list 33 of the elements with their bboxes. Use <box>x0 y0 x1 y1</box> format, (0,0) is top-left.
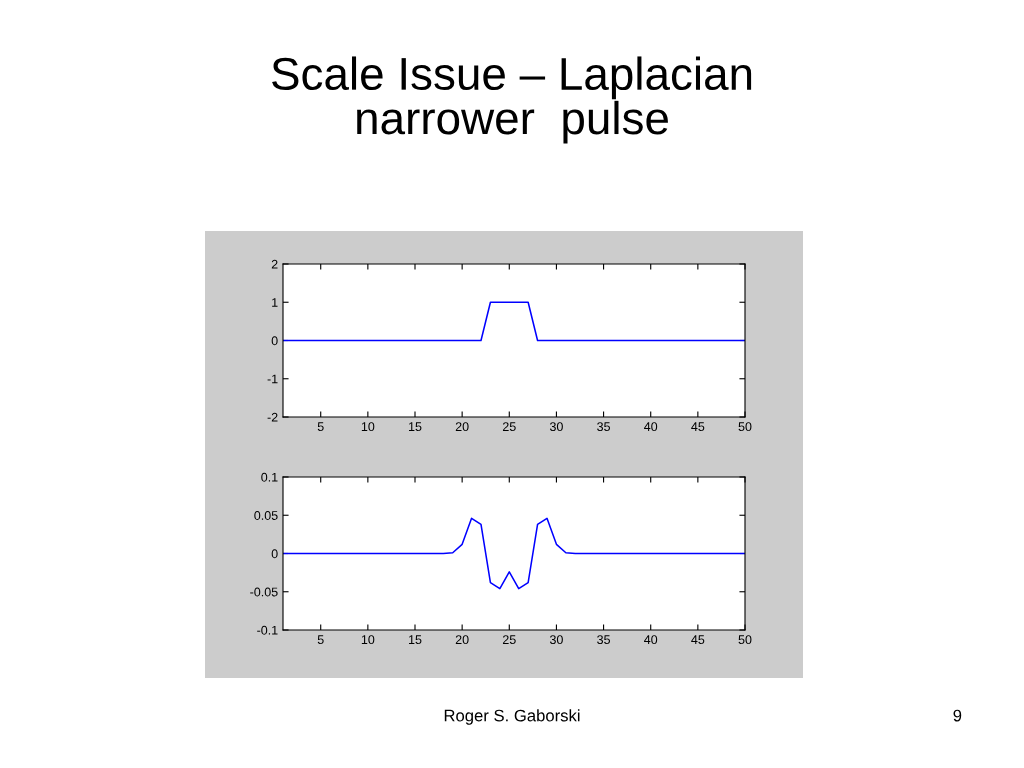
x-tick-label: 25 <box>502 422 516 432</box>
y-tick-label: 1 <box>272 298 278 307</box>
x-tick-label: 10 <box>361 422 375 432</box>
x-tick-label: 35 <box>597 635 610 645</box>
x-tick-label: 10 <box>361 635 375 645</box>
x-tick-label: 40 <box>644 635 658 645</box>
x-tick-label: 5 <box>317 635 324 645</box>
x-tick-label: 40 <box>644 422 658 432</box>
x-tick-label: 30 <box>549 635 563 645</box>
x-tick-label: 35 <box>597 422 610 432</box>
y-tick-label: 0.1 <box>261 472 278 482</box>
x-tick-label: 20 <box>455 422 469 432</box>
y-tick-label: 2 <box>271 259 278 269</box>
y-tick-label: -2 <box>267 412 278 422</box>
chart-title: Scale Issue – Laplacian narrower pulse <box>272 56 752 144</box>
x-tick-label: 30 <box>549 422 563 432</box>
x-tick-label: 50 <box>738 635 752 645</box>
x-tick-label: 45 <box>691 422 705 432</box>
y-tick-label: 0 <box>271 336 278 346</box>
x-tick-label: 50 <box>738 422 752 432</box>
x-tick-label: 45 <box>691 635 705 645</box>
y-tick-label: 0 <box>271 549 278 559</box>
x-tick-label: 5 <box>317 422 324 432</box>
x-tick-label: 20 <box>455 635 469 645</box>
y-tick-label: -0.1 <box>257 625 278 635</box>
text: 9 <box>953 709 962 722</box>
x-tick-label: 15 <box>409 422 422 432</box>
y-tick-label: -0.05 <box>250 587 278 597</box>
x-tick-label: 15 <box>409 635 422 645</box>
y-tick-label: 0.05 <box>254 511 278 520</box>
x-tick-label: 25 <box>502 635 516 645</box>
y-tick-label: -1 <box>267 374 278 384</box>
text: Roger S. Gaborski <box>444 709 580 725</box>
